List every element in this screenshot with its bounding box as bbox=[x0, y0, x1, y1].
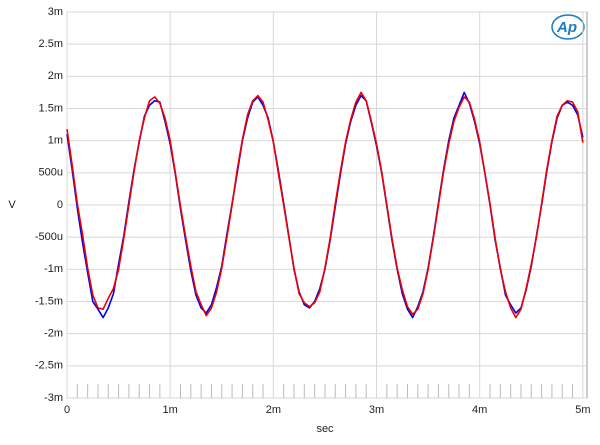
y-tick-label: 0 bbox=[57, 199, 63, 211]
y-tick-label: 1m bbox=[48, 135, 63, 147]
logo-ring bbox=[551, 14, 585, 40]
y-tick-label: 1.5m bbox=[39, 102, 63, 114]
y-tick-label: -500u bbox=[35, 231, 63, 243]
y-axis-label: V bbox=[8, 199, 16, 211]
y-tick-label: 500u bbox=[39, 167, 63, 179]
y-tick-label: 2m bbox=[48, 70, 63, 82]
x-tick-label: 5m bbox=[575, 404, 590, 416]
x-tick-label: 0 bbox=[64, 404, 70, 416]
y-tick-label: -1.5m bbox=[35, 295, 63, 307]
y-tick-label: -2.5m bbox=[35, 360, 63, 372]
x-tick-label: 4m bbox=[472, 404, 487, 416]
series-line bbox=[66, 91, 584, 319]
x-axis-label: sec bbox=[316, 423, 334, 435]
y-tick-label: 3m bbox=[48, 6, 63, 18]
x-tick-label: 2m bbox=[266, 404, 281, 416]
x-tick-label: 3m bbox=[369, 404, 384, 416]
x-tick-label: 1m bbox=[163, 404, 178, 416]
y-tick-label: -3m bbox=[44, 392, 63, 404]
y-tick-label: 2.5m bbox=[39, 38, 63, 50]
y-tick-label: -2m bbox=[44, 328, 63, 340]
y-tick-label: -1m bbox=[44, 263, 63, 275]
logo: Ap bbox=[556, 19, 577, 36]
